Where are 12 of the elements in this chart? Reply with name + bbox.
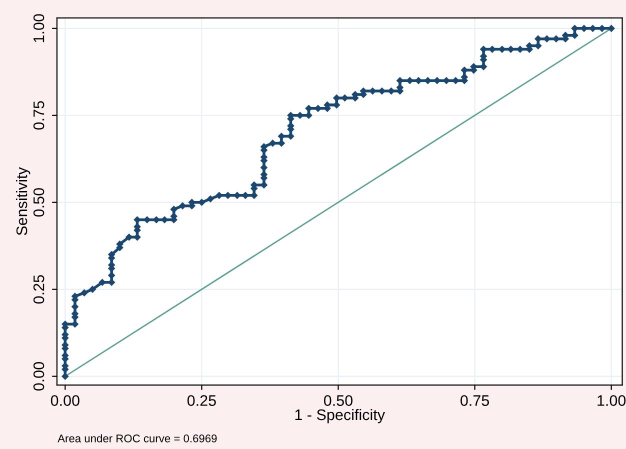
x-tick-label: 0.00: [50, 395, 80, 406]
x-axis-title: 1 - Specificity: [295, 408, 385, 424]
x-tick-label: 0.75: [460, 395, 490, 406]
x-tick-label: 1.00: [598, 395, 626, 406]
y-tick-label: 1.00: [33, 14, 44, 42]
y-tick-label: 0.25: [33, 275, 44, 304]
text: Area under ROC curve = 0.6969: [58, 434, 217, 442]
y-tick-label: 0.75: [33, 101, 44, 130]
x-tick-label: 0.50: [324, 395, 353, 406]
x-tick-label: 0.25: [187, 395, 216, 406]
y-tick-label: 0.50: [33, 188, 44, 217]
y-axis-title: Sensitivity: [16, 167, 30, 236]
